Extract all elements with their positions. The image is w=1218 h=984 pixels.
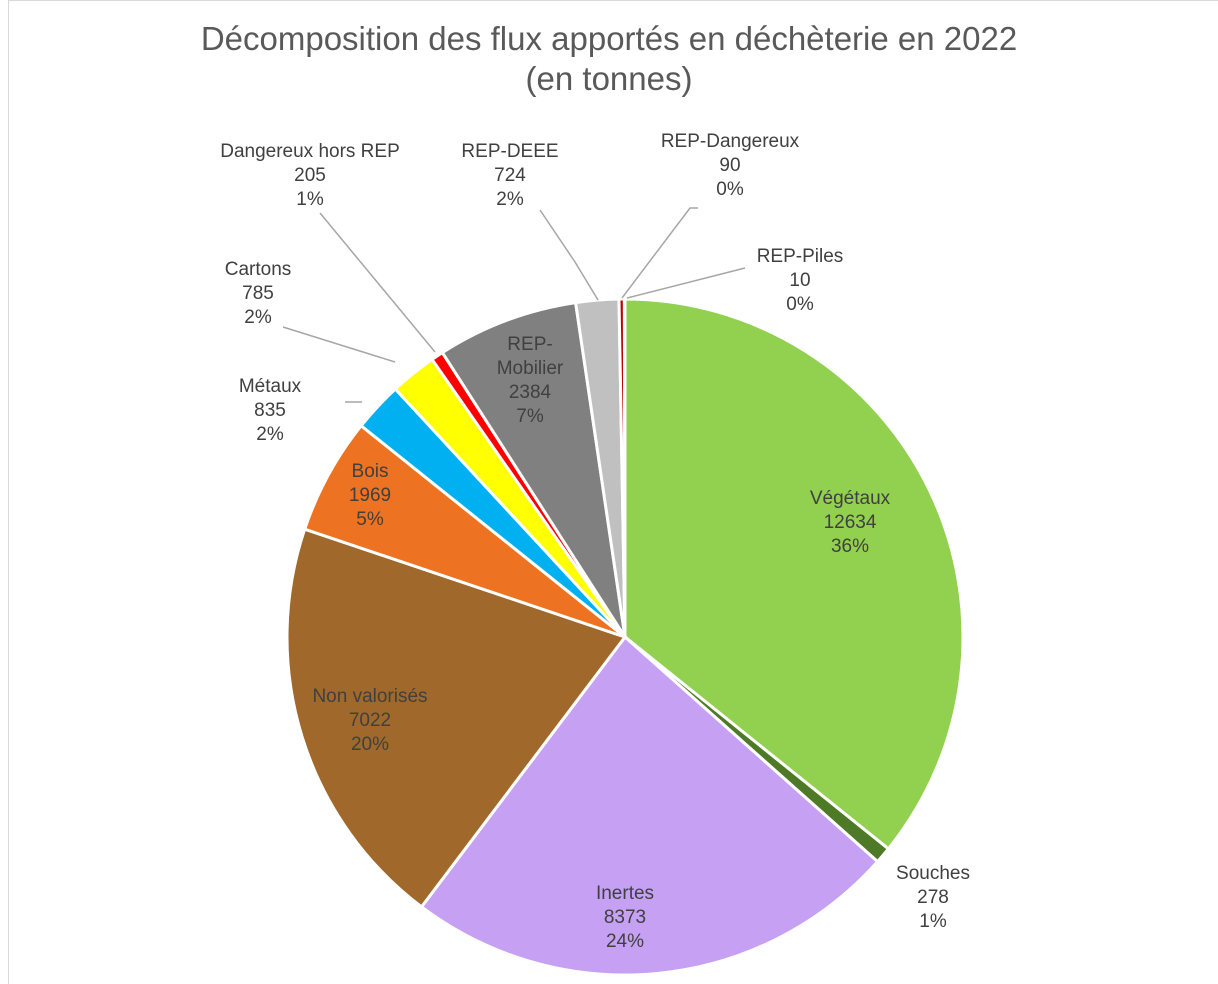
- category-label: Non valorisés: [312, 686, 428, 707]
- value-label: 835: [254, 400, 286, 421]
- data-label: REP-Dangereux 90 0%: [630, 130, 830, 202]
- data-label: Inertes 8373 24%: [555, 882, 695, 954]
- value-label: 90: [719, 155, 741, 176]
- percent-label: 1%: [919, 911, 947, 932]
- percent-label: 0%: [786, 294, 814, 315]
- category-label: Cartons: [224, 259, 292, 280]
- chart-title: (en tonnes): [525, 60, 693, 97]
- value-label: 2384: [508, 382, 552, 403]
- data-label: REP-DEEE 724 2%: [440, 140, 580, 212]
- leader-line: [621, 207, 698, 299]
- percent-label: 20%: [350, 734, 390, 755]
- value-label: 7022: [348, 710, 392, 731]
- value-label: 12634: [823, 512, 877, 533]
- category-label: Bois: [351, 461, 389, 482]
- percent-label: 2%: [244, 307, 272, 328]
- category-label: Métaux: [238, 376, 302, 397]
- category-label: Inertes: [595, 883, 655, 904]
- pie-slice: [623, 297, 965, 851]
- value-label: 278: [917, 887, 949, 908]
- category-label: REP-Mobilier: [496, 334, 564, 379]
- value-label: 1969: [348, 485, 392, 506]
- leader-line: [626, 267, 746, 299]
- data-label: REP-Piles 10 0%: [730, 245, 870, 317]
- category-label: REP-Piles: [756, 246, 844, 267]
- percent-label: 36%: [830, 536, 870, 557]
- pie-slice: [440, 300, 627, 638]
- leader-line: [319, 212, 436, 353]
- pie-slice: [419, 634, 880, 977]
- data-label: REP-Mobilier 2384 7%: [490, 333, 570, 429]
- data-label: Non valorisés 7022 20%: [270, 685, 470, 757]
- value-label: 10: [789, 270, 811, 291]
- category-label: Dangereux hors REP: [220, 141, 400, 162]
- percent-label: 1%: [296, 189, 324, 210]
- chart-border: [8, 0, 1218, 984]
- percent-label: 2%: [256, 424, 284, 445]
- category-label: Souches: [896, 863, 970, 884]
- category-label: Végétaux: [809, 488, 891, 509]
- percent-label: 2%: [496, 189, 524, 210]
- percent-label: 0%: [716, 179, 744, 200]
- pie-slice: [285, 527, 628, 909]
- value-label: 785: [242, 283, 274, 304]
- data-label: Métaux 835 2%: [210, 375, 330, 447]
- data-label: Cartons 785 2%: [198, 258, 318, 330]
- value-label: 205: [294, 165, 326, 186]
- value-label: 8373: [603, 907, 647, 928]
- data-label: Végétaux 12634 36%: [750, 487, 950, 559]
- leader-line: [539, 209, 599, 301]
- percent-label: 24%: [605, 931, 645, 952]
- category-label: REP-DEEE: [461, 141, 559, 162]
- data-label: Souches 278 1%: [863, 862, 1003, 934]
- pie-slice: [622, 297, 627, 638]
- data-label: Dangereux hors REP 205 1%: [180, 140, 440, 212]
- percent-label: 7%: [516, 406, 544, 427]
- data-label: Bois 1969 5%: [320, 460, 420, 532]
- category-label: REP-Dangereux: [660, 131, 800, 152]
- value-label: 724: [494, 165, 526, 186]
- leader-line: [282, 326, 396, 363]
- percent-label: 5%: [356, 509, 384, 530]
- chart-title: Décomposition des flux apportés en déchè…: [200, 20, 1018, 57]
